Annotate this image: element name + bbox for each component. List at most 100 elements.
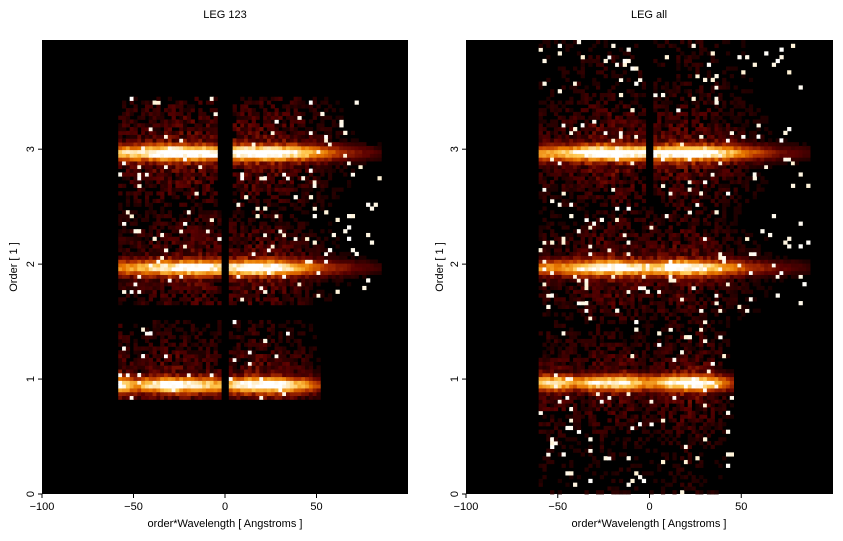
- heatmap-cell: [664, 380, 670, 385]
- heatmap-cell: [668, 471, 673, 476]
- heatmap-cell: [634, 403, 639, 408]
- heatmap-cell: [244, 149, 249, 154]
- heatmap-cell: [289, 100, 295, 105]
- heatmap-cell: [129, 138, 134, 143]
- heatmap-cell: [274, 248, 279, 253]
- heatmap-cell: [160, 149, 165, 154]
- heatmap-cell: [129, 191, 134, 196]
- heatmap-cell: [622, 369, 627, 374]
- heatmap-cell: [557, 372, 562, 378]
- heatmap-cell: [217, 278, 222, 283]
- heatmap-cell: [607, 384, 612, 389]
- heatmap-cell: [369, 267, 375, 272]
- heatmap-cell: [592, 297, 597, 302]
- heatmap-cell: [706, 282, 712, 287]
- heatmap-cell: [236, 202, 241, 207]
- heatmap-cell: [183, 395, 188, 400]
- heatmap-cell: [588, 316, 593, 321]
- heatmap-cell: [347, 142, 352, 147]
- heatmap-cell: [576, 410, 582, 415]
- heatmap-cell: [137, 282, 142, 287]
- heatmap-cell: [141, 217, 146, 222]
- heatmap-cell: [244, 342, 249, 347]
- heatmap-cell: [236, 145, 241, 151]
- heatmap-cell: [611, 391, 616, 397]
- heatmap-cell: [278, 285, 283, 291]
- heatmap-cell: [308, 301, 314, 306]
- heatmap-cell: [194, 278, 199, 283]
- heatmap-cell: [198, 134, 203, 139]
- heatmap-cell: [183, 123, 188, 128]
- heatmap-cell: [209, 149, 214, 154]
- heatmap-cell: [217, 274, 222, 279]
- heatmap-cell: [205, 240, 211, 245]
- heatmap-cell: [331, 259, 336, 264]
- heatmap-cell: [553, 380, 559, 385]
- heatmap-cell: [240, 195, 245, 200]
- heatmap-cell: [775, 274, 780, 279]
- heatmap-cell: [278, 289, 283, 294]
- heatmap-cell: [657, 395, 662, 400]
- heatmap-cells: [118, 96, 382, 400]
- heatmap-cell: [152, 198, 157, 204]
- heatmap-cell: [198, 179, 203, 185]
- heatmap-cell: [607, 312, 612, 317]
- heatmap-cell: [205, 187, 211, 192]
- heatmap-cell: [144, 123, 150, 128]
- heatmap-cell: [137, 138, 142, 143]
- heatmap-cell: [362, 285, 367, 291]
- heatmap-cell: [263, 270, 268, 275]
- heatmap-cell: [676, 316, 681, 321]
- heatmap-cell: [630, 418, 635, 423]
- heatmap-cell: [358, 270, 363, 275]
- heatmap-cell: [133, 282, 138, 287]
- heatmap-cell: [171, 179, 176, 185]
- heatmap-cell: [297, 153, 302, 158]
- heatmap-cell: [316, 259, 321, 264]
- heatmap-cell: [247, 236, 253, 241]
- heatmap-cell: [660, 350, 666, 355]
- heatmap-cell: [286, 104, 291, 109]
- heatmap-cell: [324, 145, 329, 151]
- heatmap-cell: [205, 297, 211, 302]
- heatmap-cell: [293, 338, 298, 344]
- heatmap-cell: [217, 251, 222, 257]
- heatmap-cell: [316, 145, 321, 151]
- heatmap-cell: [618, 312, 624, 317]
- heatmap-cell: [278, 361, 283, 366]
- heatmap-cell: [125, 384, 131, 389]
- heatmap-cell: [160, 111, 165, 117]
- heatmap-cell: [308, 130, 314, 135]
- heatmap-cell: [687, 282, 692, 287]
- heatmap-cell: [316, 161, 321, 166]
- heatmap-cell: [205, 270, 211, 275]
- heatmap-cell: [324, 108, 329, 113]
- heatmap-cell: [148, 134, 153, 139]
- heatmap-cell: [144, 357, 150, 362]
- heatmap-cell: [164, 149, 169, 154]
- heatmap-cell: [358, 142, 363, 147]
- heatmap-cell: [725, 274, 731, 279]
- heatmap-cell: [301, 263, 306, 268]
- heatmap-cell: [553, 437, 559, 442]
- heatmap-cell: [198, 380, 203, 385]
- heatmap-cell: [282, 127, 287, 132]
- heatmap-cell: [599, 308, 605, 313]
- heatmap-cell: [251, 376, 256, 381]
- heatmap-cell: [618, 316, 624, 321]
- heatmap-cell: [232, 123, 237, 128]
- heatmap-cell: [232, 225, 237, 230]
- heatmap-cell: [179, 115, 184, 120]
- heatmap-cell: [703, 384, 708, 389]
- heatmap-cell: [718, 376, 723, 381]
- heatmap-cell: [289, 327, 295, 332]
- heatmap-cell: [164, 138, 169, 143]
- heatmap-cell: [626, 429, 631, 434]
- heatmap-cell: [320, 168, 325, 173]
- heatmap-cell: [703, 282, 708, 287]
- heatmap-cell: [122, 263, 127, 268]
- heatmap-cell: [576, 354, 582, 359]
- heatmap-cell: [144, 210, 150, 215]
- heatmap-cell: [638, 301, 643, 306]
